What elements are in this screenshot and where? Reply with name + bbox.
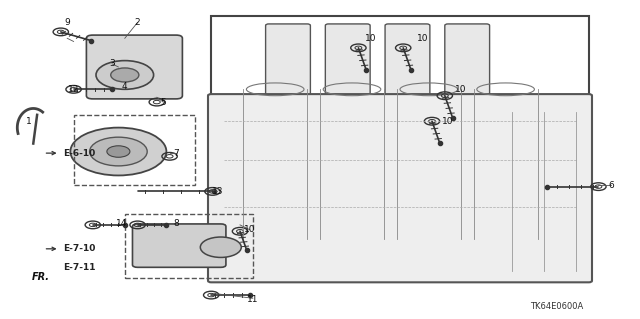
- Text: 10: 10: [442, 117, 454, 126]
- Text: E-7-11: E-7-11: [63, 263, 95, 272]
- Text: 9: 9: [65, 18, 70, 27]
- FancyBboxPatch shape: [266, 24, 310, 97]
- FancyBboxPatch shape: [86, 35, 182, 99]
- Text: 13: 13: [212, 187, 223, 196]
- Text: 10: 10: [417, 34, 428, 43]
- Text: 2: 2: [135, 18, 140, 27]
- Text: 10: 10: [365, 34, 377, 43]
- Text: 8: 8: [173, 219, 179, 228]
- Text: 7: 7: [173, 149, 179, 158]
- Circle shape: [200, 237, 241, 257]
- Text: 11: 11: [247, 295, 259, 304]
- Text: FR.: FR.: [32, 272, 50, 282]
- Text: E-7-10: E-7-10: [63, 244, 95, 253]
- Circle shape: [96, 61, 154, 89]
- Text: 5: 5: [161, 98, 166, 107]
- Text: 10: 10: [244, 225, 255, 234]
- Text: 6: 6: [609, 181, 614, 189]
- Circle shape: [70, 128, 166, 175]
- Text: E-6-10: E-6-10: [63, 149, 95, 158]
- FancyBboxPatch shape: [325, 24, 370, 97]
- FancyBboxPatch shape: [208, 94, 592, 282]
- Circle shape: [111, 68, 139, 82]
- FancyBboxPatch shape: [132, 224, 226, 267]
- Circle shape: [107, 146, 130, 157]
- Circle shape: [90, 137, 147, 166]
- Text: 3: 3: [109, 59, 115, 68]
- FancyBboxPatch shape: [385, 24, 430, 97]
- Text: 1: 1: [26, 117, 31, 126]
- Text: TK64E0600A: TK64E0600A: [530, 302, 584, 311]
- Text: 10: 10: [455, 85, 467, 94]
- Text: 14: 14: [116, 219, 127, 228]
- Text: 12: 12: [68, 85, 79, 94]
- Text: 4: 4: [122, 82, 127, 91]
- FancyBboxPatch shape: [445, 24, 490, 97]
